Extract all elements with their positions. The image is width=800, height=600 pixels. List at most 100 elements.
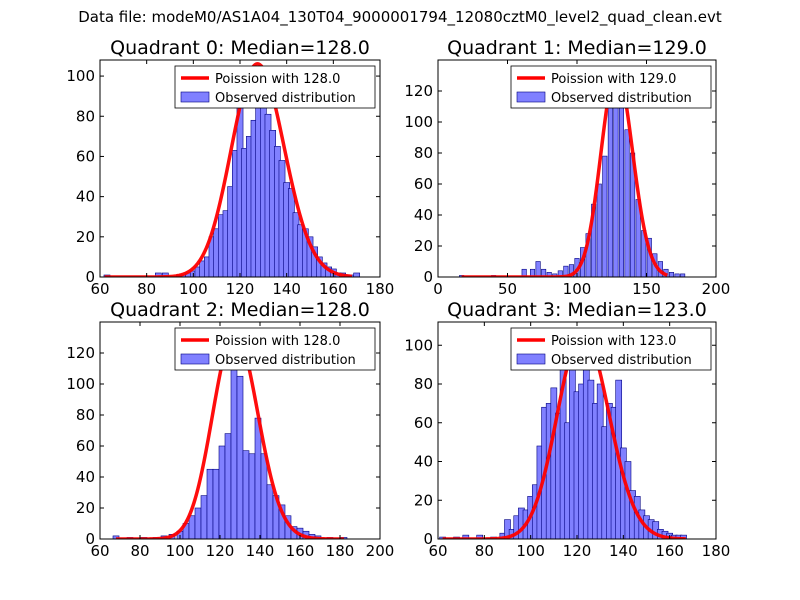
chart-panel-2: 60 80 100 120 140 160 180 200 0 20 40 60 80 100 120 Qua…: [66, 299, 394, 560]
legend: Poission with 123.0 Observed distribution: [510, 327, 712, 371]
histogram-bar: [535, 261, 541, 277]
histogram-bar: [194, 507, 202, 539]
y-tick-label: 60: [76, 147, 95, 165]
y-tick-label: 20: [414, 491, 433, 509]
y-tick-label: 100: [66, 375, 95, 393]
y-tick-label: 100: [66, 67, 95, 85]
x-tick-label: 100: [179, 280, 208, 298]
x-tick-label: 140: [272, 280, 301, 298]
legend-label-observed: Observed distribution: [215, 353, 356, 368]
x-tick-label: 180: [326, 542, 355, 560]
x-tick-label: 160: [319, 280, 348, 298]
x-tick-label: 180: [702, 542, 731, 560]
x-tick-label: 0: [433, 280, 443, 298]
y-tick-label: 60: [76, 437, 95, 455]
legend-label-poisson: Poission with 129.0: [551, 72, 676, 87]
x-tick-label: 100: [563, 280, 592, 298]
histogram-bar: [266, 484, 274, 539]
legend: Poission with 129.0 Observed distribution: [510, 65, 712, 109]
chart-panel-1: 0 50 100 150 200 0 20 40 60 80 100 120 Quadrant 1: M…: [404, 37, 730, 298]
histogram-bar: [541, 268, 547, 277]
x-tick-label: 120: [206, 542, 235, 560]
legend-label-observed: Observed distribution: [551, 353, 692, 368]
plot-area: [103, 62, 360, 277]
y-tick-label: 20: [76, 499, 95, 517]
histogram-bar: [254, 417, 262, 539]
y-tick-label: 0: [85, 530, 95, 548]
legend-bar-swatch: [516, 353, 546, 365]
legend-label-poisson: Poission with 128.0: [215, 72, 340, 87]
y-tick-label: 100: [404, 113, 433, 131]
histogram-bar: [624, 129, 630, 277]
y-tick-label: 0: [423, 530, 433, 548]
x-tick-label: 60: [90, 280, 109, 298]
histogram-bar: [521, 268, 527, 277]
y-tick-label: 20: [414, 237, 433, 255]
y-tick-label: 80: [414, 144, 433, 162]
y-tick-label: 40: [76, 188, 95, 206]
x-tick-label: 60: [90, 542, 109, 560]
x-tick-label: 80: [130, 542, 149, 560]
x-tick-label: 160: [286, 542, 315, 560]
x-tick-label: 80: [475, 542, 494, 560]
histogram-bar: [218, 445, 226, 539]
histogram-bar: [546, 272, 552, 277]
x-tick-label: 60: [428, 542, 447, 560]
x-tick-label: 160: [655, 542, 684, 560]
figure-title: Data file: modeM0/AS1A04_130T04_90000017…: [78, 8, 722, 26]
legend-bar-swatch: [516, 91, 546, 103]
legend: Poission with 128.0 Observed distribution: [174, 65, 376, 109]
histogram-bar: [206, 468, 214, 539]
x-tick-label: 120: [226, 280, 255, 298]
legend-label-observed: Observed distribution: [215, 91, 356, 106]
legend-box: [510, 65, 712, 109]
histogram-bar: [476, 534, 484, 539]
legend: Poission with 128.0 Observed distribution: [174, 327, 376, 371]
x-tick-label: 80: [137, 280, 156, 298]
y-tick-label: 60: [414, 414, 433, 432]
histogram-bar: [260, 453, 268, 539]
y-tick-label: 120: [404, 82, 433, 100]
legend-label-observed: Observed distribution: [551, 91, 692, 106]
y-tick-label: 60: [414, 175, 433, 193]
histogram-bar: [462, 534, 470, 539]
legend-label-poisson: Poission with 123.0: [551, 334, 676, 349]
chart-panel-0: 60 80 100 120 140 160 180 0 20 40 60 80 100 Quadrant …: [66, 37, 394, 298]
chart-title: Quadrant 2: Median=128.0: [110, 299, 370, 321]
legend-box: [174, 65, 376, 109]
y-tick-label: 40: [414, 206, 433, 224]
x-tick-label: 150: [632, 280, 661, 298]
histogram-bar: [248, 453, 256, 539]
histogram-bar: [242, 450, 250, 539]
legend-bar-swatch: [180, 91, 210, 103]
histogram-bar: [618, 103, 625, 277]
x-tick-label: 140: [246, 542, 275, 560]
x-tick-label: 140: [609, 542, 638, 560]
y-tick-label: 40: [76, 468, 95, 486]
x-tick-label: 50: [498, 280, 517, 298]
histogram-bar: [224, 433, 232, 539]
histogram-bar: [236, 375, 244, 539]
histogram-bar: [668, 272, 675, 277]
y-tick-label: 80: [76, 107, 95, 125]
histogram-bar: [596, 183, 602, 277]
y-tick-label: 120: [66, 344, 95, 362]
x-tick-label: 180: [366, 280, 395, 298]
x-tick-label: 100: [516, 542, 545, 560]
chart-panel-3: 60 80 100 120 140 160 180 0 20 40 60 80 100 Quadrant …: [404, 299, 730, 560]
y-tick-label: 100: [404, 336, 433, 354]
legend-label-poisson: Poission with 128.0: [215, 334, 340, 349]
x-tick-label: 200: [366, 542, 395, 560]
x-tick-label: 200: [702, 280, 731, 298]
y-tick-label: 0: [423, 268, 433, 286]
histogram-bar: [212, 468, 220, 539]
histogram-bar: [568, 264, 574, 277]
histogram-bar: [602, 155, 608, 277]
y-tick-label: 80: [76, 406, 95, 424]
axes-frame: [99, 321, 381, 540]
chart-title: Quadrant 3: Median=123.0: [447, 299, 707, 321]
y-tick-label: 40: [414, 453, 433, 471]
x-tick-label: 100: [166, 542, 195, 560]
chart-title: Quadrant 1: Median=129.0: [447, 37, 707, 59]
